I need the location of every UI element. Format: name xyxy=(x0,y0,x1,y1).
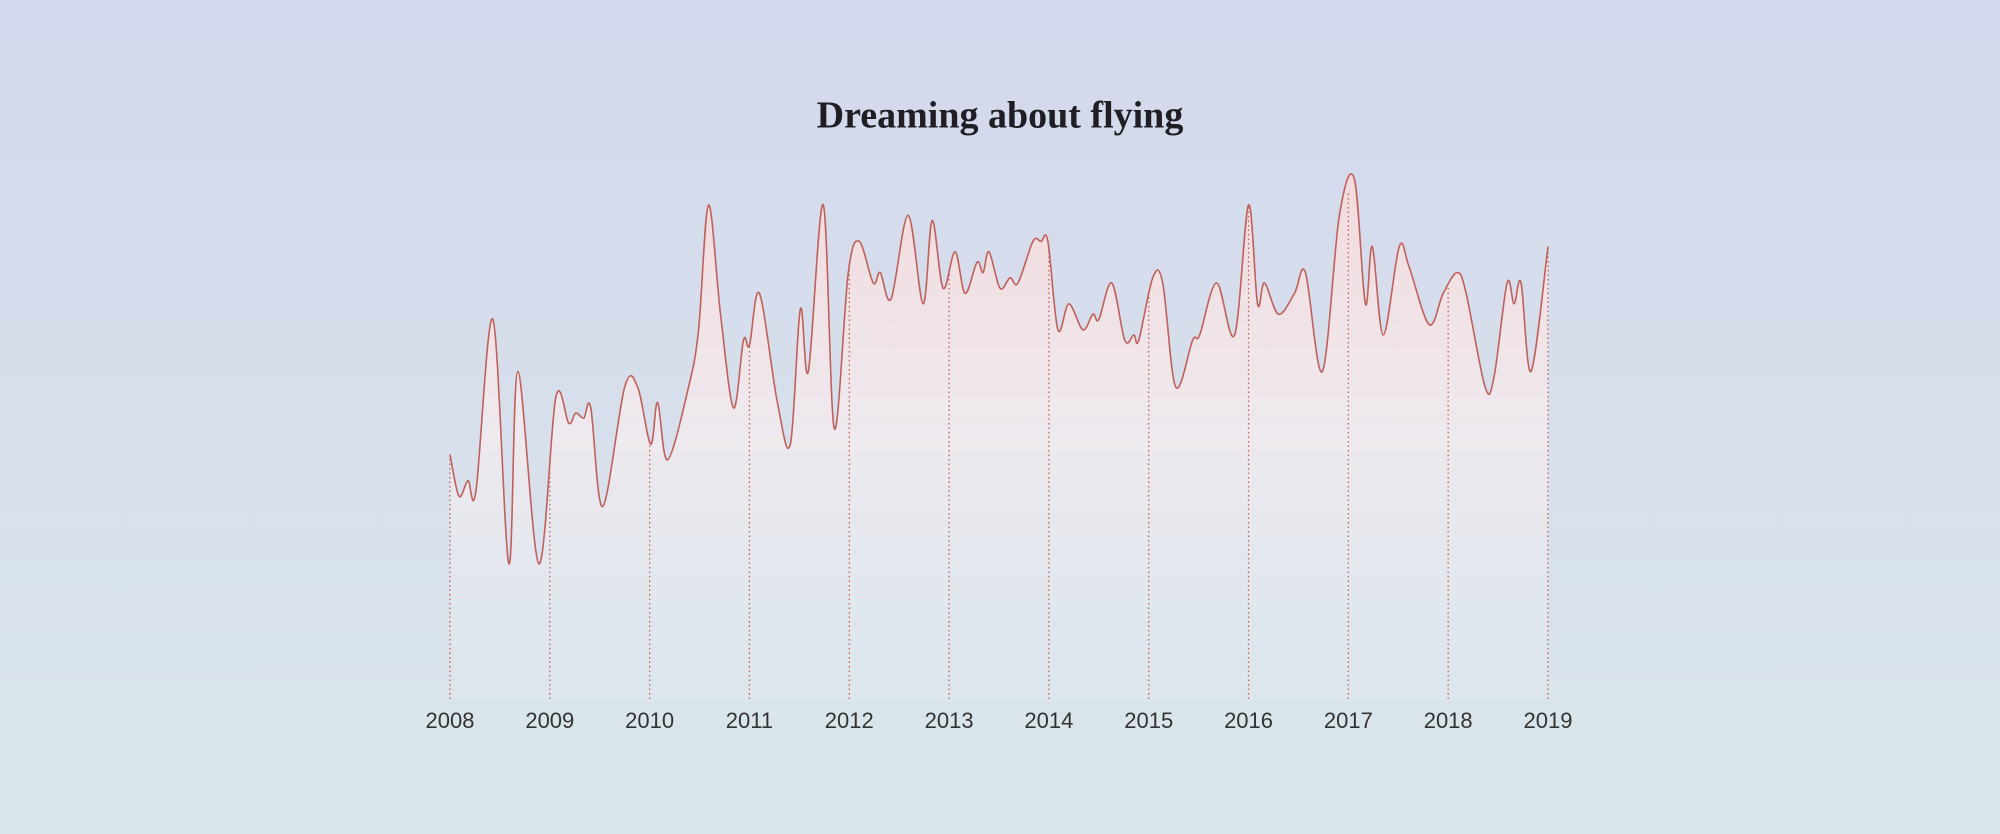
x-tick-label: 2016 xyxy=(1224,708,1273,733)
x-tick-label: 2019 xyxy=(1524,708,1573,733)
x-tick-label: 2011 xyxy=(726,708,773,733)
area xyxy=(450,173,1548,699)
x-tick-label: 2012 xyxy=(825,708,874,733)
x-tick-label: 2008 xyxy=(426,708,475,733)
x-tick-label: 2014 xyxy=(1024,708,1073,733)
x-tick-label: 2018 xyxy=(1424,708,1473,733)
x-tick-label: 2010 xyxy=(625,708,674,733)
chart-title: Dreaming about flying xyxy=(817,95,1184,137)
x-tick-label: 2009 xyxy=(525,708,574,733)
x-tick-label: 2013 xyxy=(925,708,974,733)
line xyxy=(449,173,1549,565)
x-tick-label: 2017 xyxy=(1324,708,1373,733)
x-tick-label: 2015 xyxy=(1124,708,1173,733)
